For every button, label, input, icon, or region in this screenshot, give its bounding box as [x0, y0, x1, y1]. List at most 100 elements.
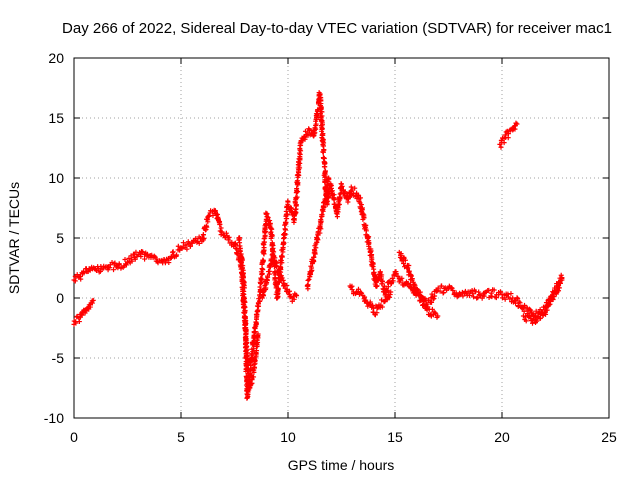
data-point — [317, 230, 323, 236]
x-tick-label: 10 — [280, 429, 296, 445]
y-tick-label: 20 — [48, 50, 64, 66]
data-point — [522, 302, 528, 308]
data-point — [140, 249, 146, 255]
data-point — [243, 329, 249, 335]
data-point — [501, 140, 507, 146]
data-point — [267, 268, 273, 274]
data-point — [401, 261, 407, 267]
data-point — [174, 252, 180, 258]
data-point — [269, 226, 275, 232]
chart-title: Day 266 of 2022, Sidereal Day-to-day VTE… — [62, 20, 612, 37]
data-point — [349, 283, 355, 289]
data-point — [384, 297, 390, 303]
data-point — [379, 304, 385, 310]
data-point — [314, 116, 320, 122]
data-point — [260, 267, 266, 273]
data-point — [123, 262, 129, 268]
data-point — [329, 188, 335, 194]
data-point — [475, 295, 481, 301]
data-point — [349, 187, 355, 193]
data-point — [476, 289, 482, 295]
data-point — [537, 315, 543, 321]
data-point — [272, 272, 278, 278]
data-point — [200, 232, 206, 238]
data-point — [193, 236, 199, 242]
data-point — [241, 285, 247, 291]
data-point — [284, 212, 290, 218]
data-point — [180, 240, 186, 246]
data-point — [302, 136, 308, 142]
data-point — [217, 222, 223, 228]
data-point — [514, 121, 520, 127]
data-point — [226, 234, 232, 240]
data-point — [279, 275, 285, 281]
data-point — [261, 239, 267, 245]
data-point — [234, 246, 240, 252]
data-point — [245, 391, 251, 397]
data-point — [259, 266, 265, 272]
data-point — [251, 346, 257, 352]
data-point — [154, 256, 160, 262]
data-point — [363, 226, 369, 232]
data-point — [418, 295, 424, 301]
data-point — [274, 260, 280, 266]
data-point — [233, 242, 239, 248]
data-point — [212, 208, 218, 214]
data-point — [279, 254, 285, 260]
data-point — [196, 240, 202, 246]
data-point — [257, 284, 263, 290]
data-point — [294, 293, 300, 299]
data-point — [530, 320, 536, 326]
data-point — [184, 246, 190, 252]
data-point — [87, 304, 93, 310]
grid-lines — [74, 58, 609, 418]
data-point — [78, 276, 84, 282]
data-point — [366, 240, 372, 246]
data-point — [304, 282, 310, 288]
data-point — [516, 299, 522, 305]
data-point — [470, 291, 476, 297]
data-point — [318, 118, 324, 124]
data-point — [241, 303, 247, 309]
data-point — [498, 144, 504, 150]
data-point — [409, 276, 415, 282]
data-point — [543, 311, 549, 317]
data-point — [363, 297, 369, 303]
y-axis-label: SDTVAR / TECUs — [6, 182, 22, 294]
data-point — [291, 296, 297, 302]
data-point — [534, 318, 540, 324]
x-tick-label: 25 — [601, 429, 617, 445]
data-point — [339, 183, 345, 189]
y-tick-label: 5 — [56, 230, 64, 246]
data-point — [481, 293, 487, 299]
data-point — [318, 226, 324, 232]
data-point — [295, 189, 301, 195]
data-point — [298, 148, 304, 154]
data-point — [76, 319, 82, 325]
data-point — [322, 164, 328, 170]
data-point — [318, 218, 324, 224]
data-point — [242, 314, 248, 320]
data-point — [326, 175, 332, 181]
data-point — [374, 283, 380, 289]
data-point — [112, 260, 118, 266]
data-point — [374, 310, 380, 316]
data-point — [244, 347, 250, 353]
data-point — [523, 318, 529, 324]
data-point — [223, 230, 229, 236]
data-point — [335, 206, 341, 212]
data-point — [297, 143, 303, 149]
data-point — [305, 277, 311, 283]
data-point — [279, 260, 285, 266]
data-point — [424, 301, 430, 307]
data-point — [385, 284, 391, 290]
data-point — [379, 279, 385, 285]
axis-ticks: 0 5 10 15 20 25 -10 -5 0 5 10 15 20 — [44, 50, 617, 445]
data-point — [521, 308, 527, 314]
data-point — [398, 251, 404, 257]
data-point — [399, 275, 405, 281]
data-point — [371, 269, 377, 275]
data-point — [421, 299, 427, 305]
data-point — [132, 256, 138, 262]
data-point — [294, 194, 300, 200]
